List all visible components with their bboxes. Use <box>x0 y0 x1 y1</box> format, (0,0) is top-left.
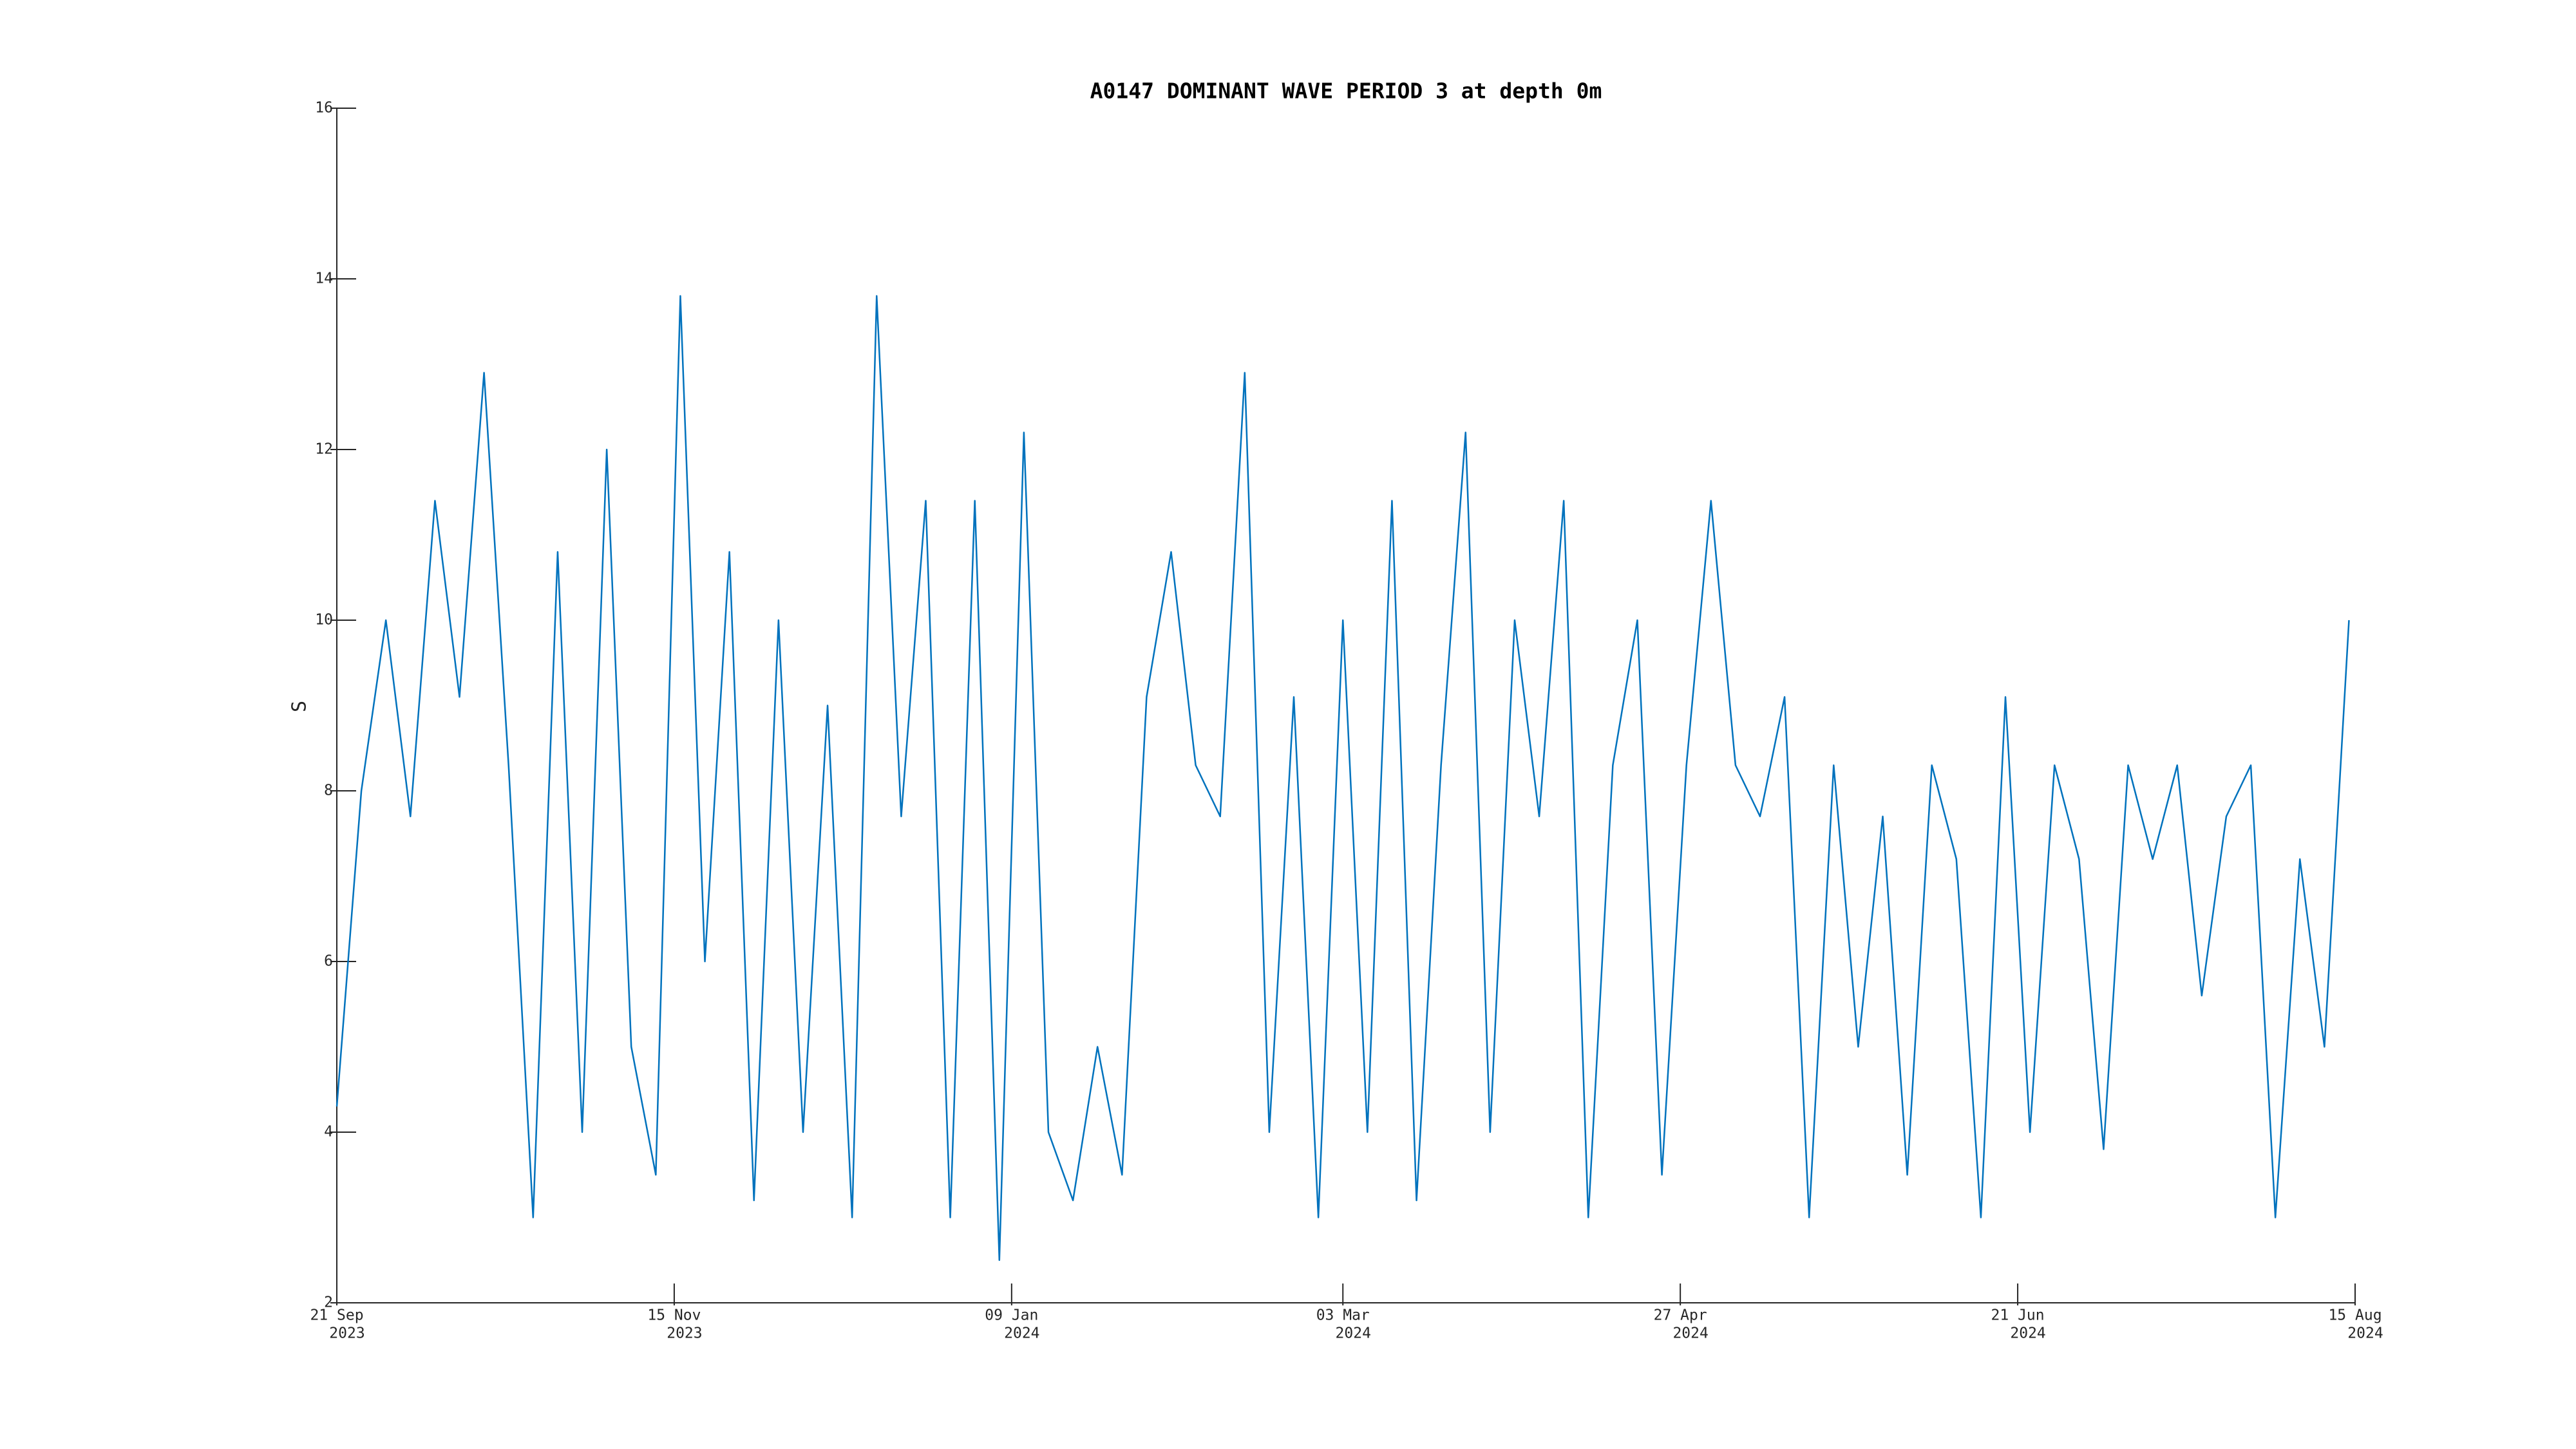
x-tick-label: 15 Aug <box>2328 1307 2382 1324</box>
x-tick-label: 2024 <box>2010 1325 2045 1342</box>
x-tick-label: 2023 <box>329 1325 365 1342</box>
y-tick-label: 6 <box>324 953 333 970</box>
y-axis-label: S <box>289 701 311 712</box>
y-tick-label: 4 <box>324 1124 333 1141</box>
y-tick-label: 12 <box>315 441 333 458</box>
x-tick-label: 2023 <box>667 1325 702 1342</box>
y-tick-label: 2 <box>324 1294 333 1311</box>
y-tick-label: 14 <box>315 270 333 287</box>
x-tick-label: 03 Mar <box>1316 1307 1370 1324</box>
x-tick-label: 2024 <box>1004 1325 1039 1342</box>
x-tick-label: 09 Jan <box>985 1307 1038 1324</box>
x-tick-label: 15 Nov <box>647 1307 701 1324</box>
chart-title: A0147 DOMINANT WAVE PERIOD 3 at depth 0m <box>1090 79 1602 104</box>
y-tick-label: 8 <box>324 782 333 799</box>
y-tick-label: 10 <box>315 612 333 629</box>
x-tick-label: 2024 <box>2347 1325 2383 1342</box>
x-tick-label: 2024 <box>1672 1325 1708 1342</box>
x-tick-label: 21 Jun <box>1991 1307 2045 1324</box>
x-tick-label: 27 Apr <box>1654 1307 1707 1324</box>
x-tick-label: 21 Sep <box>310 1307 363 1324</box>
x-tick-label: 2024 <box>1336 1325 1371 1342</box>
data-line <box>336 295 2350 1261</box>
y-tick-label: 16 <box>315 100 333 117</box>
